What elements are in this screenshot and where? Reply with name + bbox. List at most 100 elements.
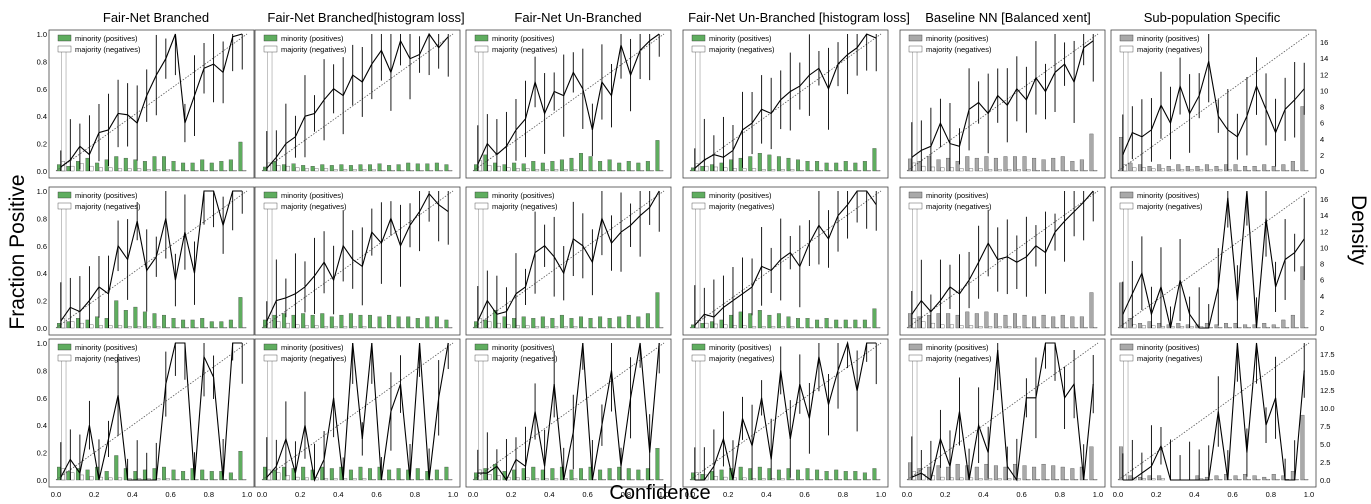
majority-bar xyxy=(1160,326,1165,329)
legend-label-majority: majority (negatives) xyxy=(1137,354,1203,363)
majority-bar xyxy=(732,325,737,329)
minority-bar xyxy=(598,316,603,329)
minority-bar xyxy=(1290,471,1295,481)
panel-r2-c3: minority (positives) majority (negatives)… xyxy=(682,338,889,499)
majority-bar xyxy=(213,479,218,481)
majority-bar xyxy=(1016,478,1021,481)
majority-bar xyxy=(997,326,1002,329)
minority-bar xyxy=(483,468,488,481)
minority-bar xyxy=(853,319,858,329)
minority-bar xyxy=(133,471,138,481)
y-tick-label: 0.2 xyxy=(37,140,47,149)
minority-bar xyxy=(1271,324,1276,329)
perfect-calibration-line xyxy=(1117,33,1310,172)
x-tick-label: 0.6 xyxy=(799,490,809,499)
majority-bar xyxy=(525,325,530,329)
minority-bar xyxy=(1252,166,1257,172)
minority-bar xyxy=(396,316,401,329)
minority-bar xyxy=(348,469,353,481)
density-tick-label: 6 xyxy=(1320,119,1324,128)
majority-bar xyxy=(611,326,616,329)
minority-bar xyxy=(853,162,858,172)
majority-bar xyxy=(223,169,228,172)
majority-bar xyxy=(410,479,415,481)
majority-bar xyxy=(285,165,290,172)
panel-frame xyxy=(682,338,889,488)
minority-bar xyxy=(598,469,603,481)
panel-r0-c0: minority (positives) majority (negatives)… xyxy=(37,29,255,179)
minority-bar xyxy=(1070,468,1075,481)
majority-bar xyxy=(165,478,170,481)
minority-bar xyxy=(559,314,564,329)
legend-swatch-minority xyxy=(908,343,923,351)
legend-swatch-minority xyxy=(691,34,706,42)
majority-bar xyxy=(1141,325,1146,329)
density-tick-label: 12 xyxy=(1320,70,1328,79)
majority-bar xyxy=(304,477,309,481)
panel-r0-c1: minority (positives) majority (negatives) xyxy=(254,29,461,179)
majority-bar xyxy=(847,479,852,481)
majority-bar xyxy=(621,479,626,481)
minority-bar xyxy=(617,466,622,481)
minority-bar xyxy=(757,466,762,481)
majority-bar xyxy=(809,169,814,172)
majority-bar xyxy=(204,326,209,329)
majority-bar xyxy=(1132,324,1137,329)
legend-swatch-majority xyxy=(57,202,72,210)
minority-bar xyxy=(1147,321,1152,329)
perfect-calibration-line xyxy=(55,342,248,481)
panel-frame xyxy=(465,186,672,336)
minority-bar xyxy=(1271,474,1276,481)
legend-label-majority: majority (negatives) xyxy=(709,354,775,363)
minority-bar xyxy=(1022,314,1027,329)
calibration-curve xyxy=(694,190,877,326)
majority-bar xyxy=(223,479,228,481)
legend-swatch-minority xyxy=(1119,343,1134,351)
panel-frame xyxy=(465,29,672,179)
majority-bar xyxy=(742,477,747,481)
minority-bar xyxy=(493,162,498,172)
panel-r1-c0: minority (positives) majority (negatives)… xyxy=(37,186,255,336)
majority-bar xyxy=(1256,479,1261,481)
majority-bar xyxy=(601,479,606,481)
minority-bar xyxy=(540,469,545,481)
majority-bar xyxy=(89,324,94,329)
minority-bar xyxy=(1060,156,1065,172)
minority-bar xyxy=(1262,323,1267,329)
majority-bar xyxy=(352,169,357,172)
x-tick-label: 0.0 xyxy=(51,490,61,499)
minority-bar xyxy=(550,318,555,329)
majority-bar xyxy=(838,479,843,481)
majority-bar xyxy=(438,479,443,481)
majority-bar xyxy=(959,168,964,172)
majority-bar xyxy=(723,167,728,172)
minority-bar xyxy=(66,166,71,172)
minority-bar xyxy=(1290,161,1295,172)
minority-bar xyxy=(955,161,960,172)
minority-bar xyxy=(700,166,705,172)
legend-label-minority: minority (positives) xyxy=(281,191,344,200)
majority-bar xyxy=(487,321,492,329)
legend-swatch-minority xyxy=(263,191,278,199)
majority-bar xyxy=(1064,326,1069,329)
minority-bar xyxy=(550,468,555,481)
majority-bar xyxy=(1160,168,1165,172)
majority-bar xyxy=(79,322,84,329)
majority-bar xyxy=(601,326,606,329)
minority-bar xyxy=(512,318,517,329)
minority-bar xyxy=(834,319,839,329)
minority-bar xyxy=(531,318,536,329)
majority-bar xyxy=(582,479,587,481)
majority-bar xyxy=(1007,326,1012,329)
majority-bar xyxy=(232,479,237,481)
majority-bar xyxy=(400,326,405,329)
panel-frame xyxy=(48,29,255,179)
panel-r1-c5: minority (positives) majority (negatives)… xyxy=(1110,186,1328,336)
minority-bar xyxy=(434,469,439,481)
minority-bar xyxy=(406,316,411,329)
minority-bar xyxy=(1224,323,1228,329)
minority-bar xyxy=(974,466,979,481)
minority-bar xyxy=(1032,157,1037,172)
minority-bar xyxy=(1157,475,1162,481)
legend-label-minority: minority (positives) xyxy=(75,34,138,43)
